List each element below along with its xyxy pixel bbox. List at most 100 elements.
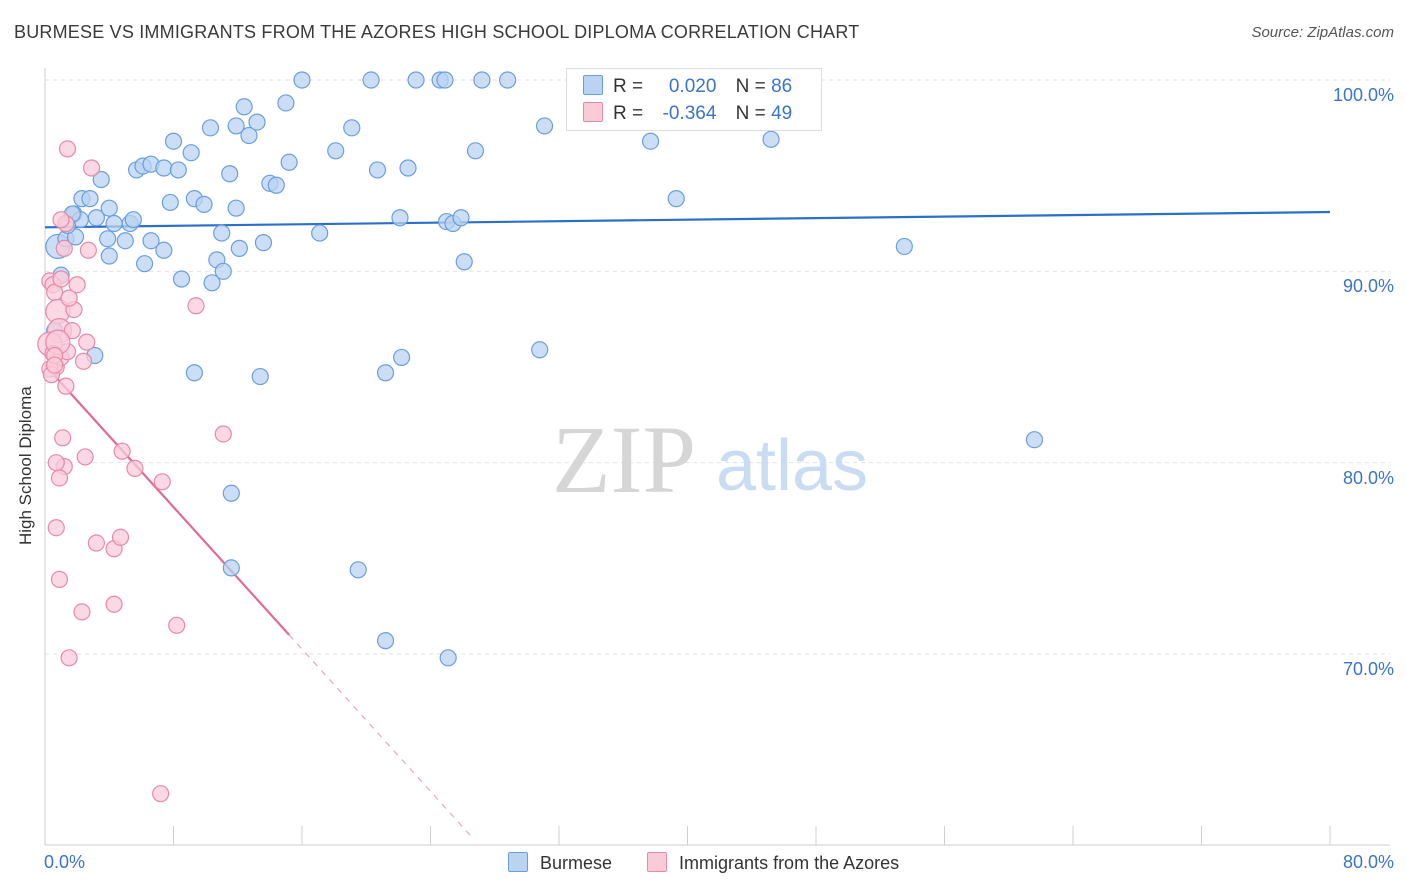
trend-line-burmese [44,210,1331,229]
series-azores [37,140,232,803]
point-azores [46,356,64,374]
point-burmese [895,237,913,256]
point-burmese [293,71,311,89]
point-burmese [182,144,200,162]
point-burmese [195,195,213,213]
point-burmese [349,561,367,579]
point-burmese [280,153,298,171]
y-tick-90: 90.0% [1342,276,1394,297]
point-burmese [235,98,253,116]
watermark: ZIP atlas [552,406,868,513]
point-burmese [327,142,345,160]
point-burmese [535,117,554,135]
point-azores [52,270,70,288]
point-burmese [222,559,240,577]
series-legend: Burmese Immigrants from the Azores [508,852,929,874]
burmese-swatch [583,75,603,95]
x-tick-max: 80.0% [1342,852,1394,872]
point-burmese [155,241,173,259]
point-burmese [391,209,409,227]
watermark-zip: ZIP [552,406,696,513]
point-azores [113,442,131,460]
series-burmese [45,71,1044,667]
point-burmese [92,170,110,189]
point-azores [82,159,101,177]
burmese-n-value: 86 [771,76,793,97]
point-azores [111,528,130,546]
point-burmese [376,364,395,382]
trend-line-azores-extension [288,634,472,837]
point-burmese [452,209,470,227]
data-points [37,71,1044,803]
point-burmese [248,113,266,131]
azores-r-value: -0.364 [662,103,717,124]
point-azores [214,425,232,443]
trend-lines [44,210,1331,837]
point-burmese [100,199,118,217]
correlation-legend: R = 0.020 N = 86 R = -0.364 N = 49 [566,68,822,131]
point-burmese [392,348,411,367]
point-burmese [214,262,232,280]
point-burmese [240,126,258,145]
point-azores [87,534,106,552]
y-axis-label: High School Diploma [16,386,35,545]
point-burmese [254,234,273,252]
point-azores [168,616,186,634]
legend-item-azores[interactable]: Immigrants from the Azores [647,852,899,874]
legend-r-label: R = [613,76,644,97]
burmese-legend-label: Burmese [540,853,613,873]
point-burmese [221,165,239,183]
point-burmese [399,159,417,177]
point-burmese [251,367,269,386]
point-azores [54,429,72,447]
point-burmese [227,117,245,135]
point-azores [60,649,78,667]
point-burmese [135,255,154,273]
point-burmese [185,364,203,382]
point-burmese [230,239,248,257]
y-tick-80: 80.0% [1342,467,1394,488]
burmese-r-value: 0.020 [668,76,717,97]
burmese-legend-swatch [508,852,528,872]
legend-row-azores: R = -0.364 N = 49 [583,102,792,124]
point-burmese [116,232,134,250]
point-burmese [155,159,173,177]
point-azores [152,785,170,803]
point-burmese [267,176,285,194]
point-burmese [124,211,142,229]
point-burmese [1025,431,1044,449]
legend-n-label: N = [735,76,766,97]
point-burmese [105,214,123,233]
point-burmese [762,130,780,148]
legend-r-label: R = [613,103,644,124]
point-burmese [201,119,220,137]
point-azores [78,333,96,351]
point-burmese [436,71,454,89]
point-burmese [142,232,160,250]
legend-item-burmese[interactable]: Burmese [508,852,612,874]
point-azores [68,276,86,294]
point-burmese [473,71,491,89]
point-burmese [203,274,221,292]
point-azores [126,459,144,478]
point-burmese [455,253,473,271]
x-tick-min: 0.0% [44,852,86,872]
legend-row-burmese: R = 0.020 N = 86 [583,75,792,97]
point-azores [187,297,205,315]
point-burmese [362,71,380,89]
legend-n-label: N = [735,103,766,124]
point-burmese [227,199,245,217]
point-burmese [407,71,425,89]
point-burmese [499,71,517,89]
point-burmese [172,270,191,288]
point-azores [50,570,69,588]
point-azores [52,211,70,229]
point-burmese [667,190,685,208]
point-burmese [466,142,485,160]
point-azores [47,454,65,472]
y-tick-70: 70.0% [1342,659,1394,679]
point-azores [73,603,91,621]
point-burmese [213,224,231,242]
azores-swatch [583,102,603,122]
